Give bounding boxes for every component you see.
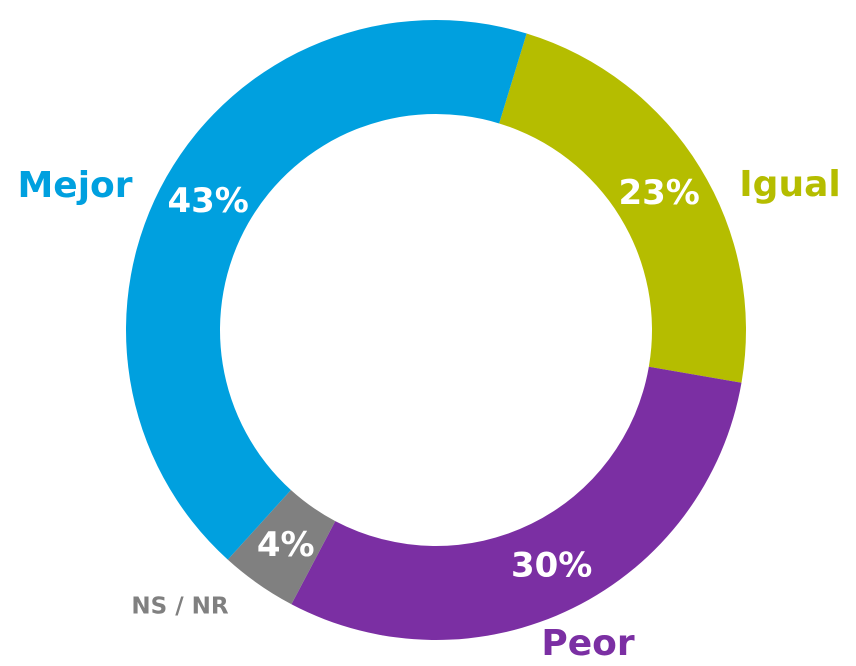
donut-segment [126,19,527,560]
value-label: 4% [257,525,315,565]
donut-segment [291,366,742,640]
category-label: Mejor [17,165,132,206]
category-label: Peor [541,623,635,662]
value-label: 43% [167,181,248,221]
donut-segment [227,490,336,605]
value-label: 23% [618,173,699,213]
donut-segment [499,33,746,383]
value-label: 30% [511,546,592,586]
category-label: NS / NR [131,594,228,620]
category-label: Igual [739,164,840,205]
